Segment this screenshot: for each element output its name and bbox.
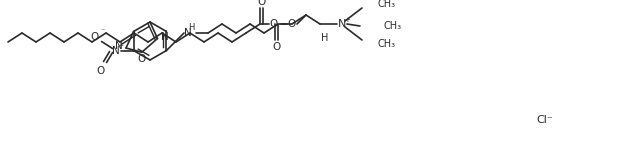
Text: O: O (273, 42, 280, 52)
Text: H: H (188, 24, 194, 32)
Text: +: + (118, 43, 124, 49)
Text: O: O (288, 19, 296, 29)
Text: O: O (138, 54, 146, 64)
Text: N: N (111, 46, 120, 55)
Text: O: O (97, 67, 105, 76)
Text: +: + (344, 17, 350, 23)
Text: CH₃: CH₃ (378, 0, 396, 9)
Text: N: N (115, 41, 123, 51)
Text: N: N (338, 19, 346, 29)
Text: O: O (257, 0, 266, 7)
Text: O: O (90, 32, 99, 43)
Text: N: N (184, 28, 192, 38)
Text: N: N (161, 32, 168, 41)
Text: ⁻: ⁻ (100, 26, 105, 35)
Text: CH₃: CH₃ (384, 21, 402, 31)
Text: Cl⁻: Cl⁻ (536, 115, 554, 125)
Text: H: H (321, 33, 329, 43)
Text: O: O (270, 19, 278, 29)
Text: CH₃: CH₃ (378, 39, 396, 49)
